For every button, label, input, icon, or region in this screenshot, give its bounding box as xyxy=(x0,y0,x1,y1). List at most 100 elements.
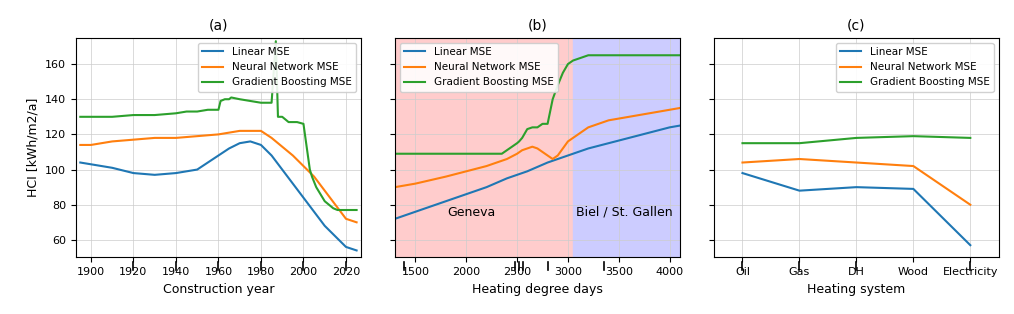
Linear MSE xyxy=(410,210,422,214)
Neural Network MSE xyxy=(851,161,863,165)
Line: Neural Network MSE: Neural Network MSE xyxy=(742,159,970,205)
Gradient Boosting MSE xyxy=(266,101,278,105)
Line: Linear MSE: Linear MSE xyxy=(395,126,679,219)
Linear MSE xyxy=(582,147,594,150)
Neural Network MSE xyxy=(223,131,235,134)
Neural Network MSE xyxy=(191,134,203,138)
Linear MSE xyxy=(663,126,675,129)
Gradient Boosting MSE xyxy=(297,122,309,126)
Line: Gradient Boosting MSE: Gradient Boosting MSE xyxy=(395,55,679,154)
Linear MSE xyxy=(308,210,320,214)
Gradient Boosting MSE xyxy=(536,122,549,126)
X-axis label: Heating degree days: Heating degree days xyxy=(472,283,603,296)
Linear MSE xyxy=(602,141,614,145)
Gradient Boosting MSE xyxy=(389,152,402,156)
Gradient Boosting MSE xyxy=(562,62,574,66)
Neural Network MSE xyxy=(552,154,564,157)
Gradient Boosting MSE xyxy=(191,110,203,113)
Gradient Boosting MSE xyxy=(276,115,288,119)
Linear MSE xyxy=(481,185,493,189)
Gradient Boosting MSE xyxy=(291,120,303,124)
Neural Network MSE xyxy=(516,148,528,152)
Neural Network MSE xyxy=(964,203,976,207)
Gradient Boosting MSE xyxy=(587,53,599,57)
Gradient Boosting MSE xyxy=(567,59,579,62)
Neural Network MSE xyxy=(531,147,544,150)
Gradient Boosting MSE xyxy=(526,126,538,129)
Gradient Boosting MSE xyxy=(278,117,290,121)
Linear MSE xyxy=(149,173,161,177)
Linear MSE xyxy=(851,185,863,189)
Linear MSE xyxy=(233,141,245,145)
Neural Network MSE xyxy=(276,145,288,149)
Gradient Boosting MSE xyxy=(287,120,299,124)
Gradient Boosting MSE xyxy=(332,208,344,212)
Bar xyxy=(573,38,679,257)
Gradient Boosting MSE xyxy=(513,139,525,143)
Neural Network MSE xyxy=(536,150,549,154)
Neural Network MSE xyxy=(128,138,140,142)
Gradient Boosting MSE xyxy=(106,115,119,119)
Gradient Boosting MSE xyxy=(318,199,331,203)
Neural Network MSE xyxy=(244,129,257,133)
Gradient Boosting MSE xyxy=(501,148,513,152)
Neural Network MSE xyxy=(582,126,594,129)
Linear MSE xyxy=(460,192,473,196)
Linear MSE xyxy=(389,217,402,221)
Neural Network MSE xyxy=(521,147,533,150)
Gradient Boosting MSE xyxy=(496,152,508,156)
Gradient Boosting MSE xyxy=(306,175,318,178)
Title: (c): (c) xyxy=(847,18,866,32)
Gradient Boosting MSE xyxy=(908,134,920,138)
Neural Network MSE xyxy=(340,217,352,221)
X-axis label: Heating system: Heating system xyxy=(807,283,906,296)
Gradient Boosting MSE xyxy=(308,180,320,184)
Linear MSE xyxy=(287,182,299,186)
Title: (a): (a) xyxy=(209,18,228,32)
Text: Geneva: Geneva xyxy=(447,206,496,219)
Neural Network MSE xyxy=(557,147,569,150)
Linear MSE xyxy=(318,224,331,228)
Gradient Boosting MSE xyxy=(85,115,97,119)
Gradient Boosting MSE xyxy=(547,97,559,101)
Neural Network MSE xyxy=(562,139,574,143)
Neural Network MSE xyxy=(643,111,655,115)
Linear MSE xyxy=(643,131,655,134)
Gradient Boosting MSE xyxy=(506,145,518,149)
Linear MSE xyxy=(351,249,363,252)
Gradient Boosting MSE xyxy=(572,57,584,61)
Neural Network MSE xyxy=(481,164,493,168)
Neural Network MSE xyxy=(602,118,614,122)
Gradient Boosting MSE xyxy=(212,108,224,112)
Neural Network MSE xyxy=(318,189,331,192)
Gradient Boosting MSE xyxy=(557,71,569,75)
Linear MSE xyxy=(276,168,288,171)
Neural Network MSE xyxy=(440,175,452,178)
Gradient Boosting MSE xyxy=(272,115,284,119)
Y-axis label: HCI [kWh/m2/a]: HCI [kWh/m2/a] xyxy=(26,98,40,197)
Gradient Boosting MSE xyxy=(304,168,316,171)
Gradient Boosting MSE xyxy=(128,113,140,117)
Gradient Boosting MSE xyxy=(410,152,422,156)
Neural Network MSE xyxy=(547,157,559,161)
Linear MSE xyxy=(85,162,97,166)
Gradient Boosting MSE xyxy=(643,53,655,57)
Legend: Linear MSE, Neural Network MSE, Gradient Boosting MSE: Linear MSE, Neural Network MSE, Gradient… xyxy=(199,43,356,92)
Neural Network MSE xyxy=(212,133,224,136)
Linear MSE xyxy=(244,139,257,143)
Gradient Boosting MSE xyxy=(964,136,976,140)
Gradient Boosting MSE xyxy=(328,206,340,210)
Neural Network MSE xyxy=(149,136,161,140)
Gradient Boosting MSE xyxy=(736,141,748,145)
Neural Network MSE xyxy=(308,175,320,178)
Gradient Boosting MSE xyxy=(274,115,286,119)
Linear MSE xyxy=(521,170,533,173)
Gradient Boosting MSE xyxy=(851,136,863,140)
Linear MSE xyxy=(191,168,203,171)
Neural Network MSE xyxy=(389,185,402,189)
Line: Neural Network MSE: Neural Network MSE xyxy=(80,131,357,222)
Gradient Boosting MSE xyxy=(663,53,675,57)
Gradient Boosting MSE xyxy=(336,208,348,212)
Linear MSE xyxy=(736,171,748,175)
Neural Network MSE xyxy=(460,170,473,173)
